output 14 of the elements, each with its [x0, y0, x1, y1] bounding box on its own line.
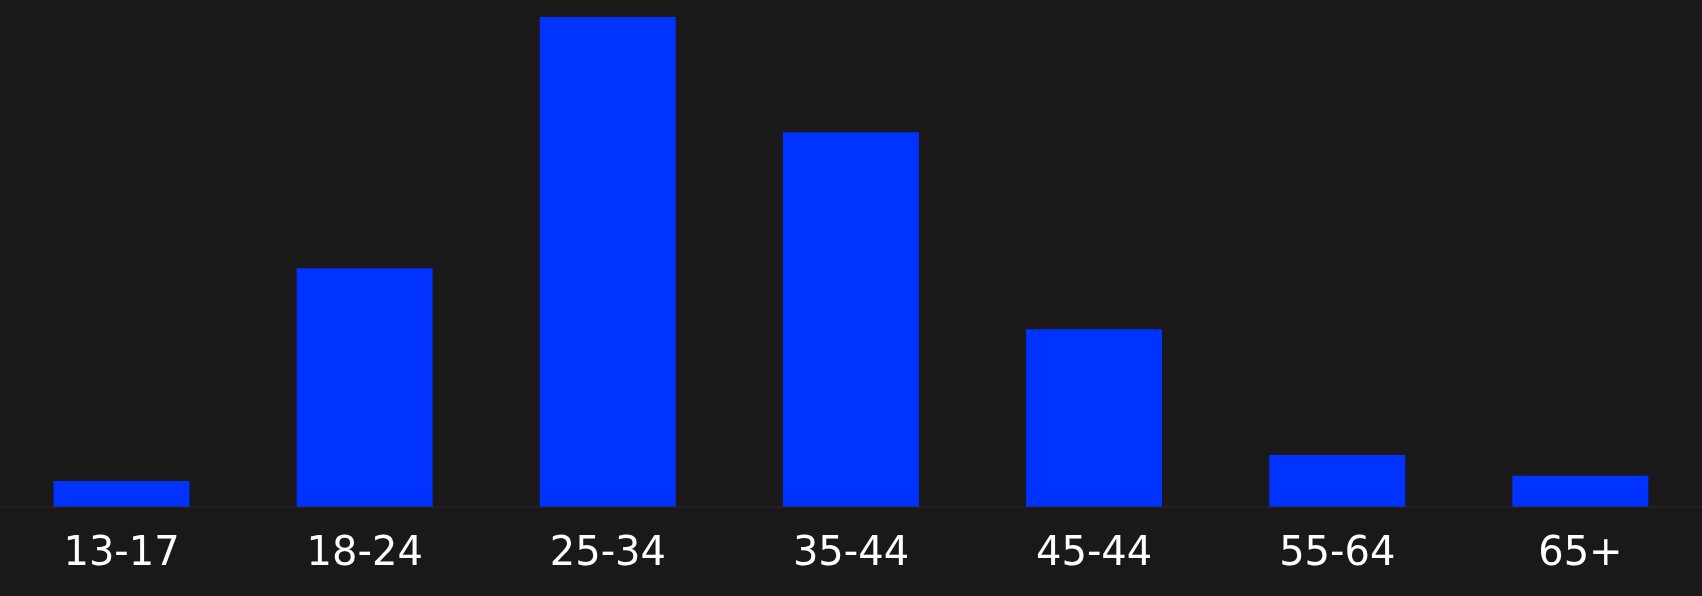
bar [296, 268, 433, 507]
x-tick-label: 65+ [1538, 528, 1623, 575]
bar [53, 481, 190, 507]
x-tick-label: 45-44 [1036, 528, 1153, 575]
bar [782, 132, 919, 507]
x-tick-label: 25-34 [549, 528, 666, 575]
x-tick-label: 55-64 [1279, 528, 1396, 575]
bar [1512, 475, 1649, 507]
bar [1026, 329, 1163, 507]
x-tick-label: 35-44 [792, 528, 910, 575]
bar [539, 17, 676, 507]
bar [1269, 455, 1406, 507]
x-tick-label: 13-17 [63, 528, 180, 575]
x-tick-label: 18-24 [306, 528, 423, 575]
